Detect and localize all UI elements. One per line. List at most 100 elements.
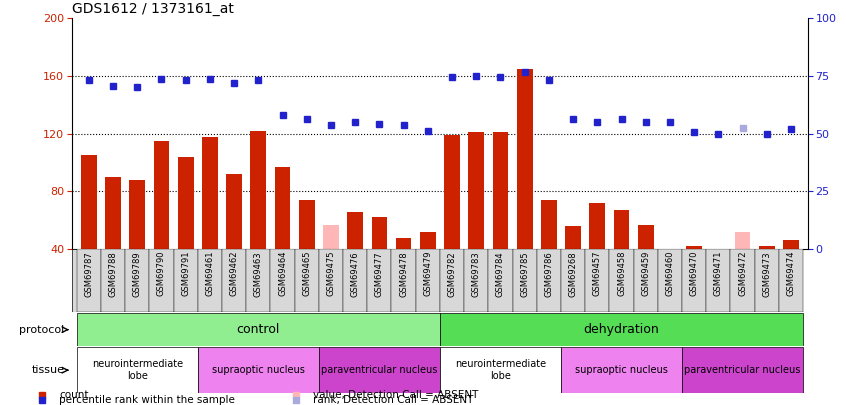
Bar: [299, 200, 315, 249]
Text: count: count: [59, 390, 89, 400]
FancyBboxPatch shape: [125, 249, 150, 312]
Text: GSM69464: GSM69464: [278, 251, 287, 296]
FancyBboxPatch shape: [150, 249, 173, 312]
FancyBboxPatch shape: [77, 347, 198, 393]
FancyBboxPatch shape: [101, 249, 125, 312]
FancyBboxPatch shape: [561, 249, 585, 312]
FancyBboxPatch shape: [415, 249, 440, 312]
Bar: [469, 132, 484, 249]
Bar: [613, 210, 629, 249]
Text: GSM69787: GSM69787: [85, 251, 93, 297]
Text: GSM69479: GSM69479: [423, 251, 432, 296]
Text: GSM69460: GSM69460: [666, 251, 674, 296]
Bar: [565, 226, 581, 249]
Text: GSM69791: GSM69791: [181, 251, 190, 296]
FancyBboxPatch shape: [755, 249, 779, 312]
Text: GSM69473: GSM69473: [762, 251, 772, 296]
Text: paraventricular nucleus: paraventricular nucleus: [321, 365, 437, 375]
FancyBboxPatch shape: [343, 249, 367, 312]
Bar: [371, 217, 387, 249]
Text: GSM69783: GSM69783: [472, 251, 481, 297]
Bar: [444, 135, 460, 249]
FancyBboxPatch shape: [72, 249, 799, 312]
Bar: [323, 224, 339, 249]
Text: GSM69462: GSM69462: [229, 251, 239, 296]
FancyBboxPatch shape: [585, 249, 609, 312]
Bar: [711, 249, 726, 255]
Text: GSM69788: GSM69788: [108, 251, 118, 297]
Text: GSM69268: GSM69268: [569, 251, 578, 296]
Bar: [202, 136, 217, 249]
Text: percentile rank within the sample: percentile rank within the sample: [59, 395, 235, 405]
FancyBboxPatch shape: [634, 249, 658, 312]
Bar: [420, 232, 436, 249]
Bar: [81, 155, 96, 249]
Text: GSM69786: GSM69786: [544, 251, 553, 297]
Text: GSM69458: GSM69458: [617, 251, 626, 296]
FancyBboxPatch shape: [222, 249, 246, 312]
FancyBboxPatch shape: [246, 249, 271, 312]
FancyBboxPatch shape: [319, 347, 440, 393]
FancyBboxPatch shape: [779, 249, 803, 312]
FancyBboxPatch shape: [536, 249, 561, 312]
Text: dehydration: dehydration: [584, 323, 659, 336]
FancyBboxPatch shape: [513, 249, 536, 312]
Bar: [275, 167, 290, 249]
Text: GSM69785: GSM69785: [520, 251, 529, 296]
FancyBboxPatch shape: [488, 249, 513, 312]
Text: GSM69459: GSM69459: [641, 251, 651, 296]
Text: GDS1612 / 1373161_at: GDS1612 / 1373161_at: [72, 2, 233, 16]
FancyBboxPatch shape: [464, 249, 488, 312]
Bar: [154, 141, 169, 249]
Text: GSM69465: GSM69465: [302, 251, 311, 296]
Text: GSM69461: GSM69461: [206, 251, 214, 296]
Text: supraoptic nucleus: supraoptic nucleus: [575, 365, 668, 375]
Bar: [759, 246, 775, 249]
Bar: [396, 237, 411, 249]
FancyBboxPatch shape: [173, 249, 198, 312]
Bar: [517, 69, 532, 249]
FancyBboxPatch shape: [294, 249, 319, 312]
FancyBboxPatch shape: [319, 249, 343, 312]
Bar: [590, 203, 605, 249]
FancyBboxPatch shape: [706, 249, 730, 312]
FancyBboxPatch shape: [682, 347, 803, 393]
Bar: [638, 224, 654, 249]
Bar: [734, 232, 750, 249]
Text: neurointermediate
lobe: neurointermediate lobe: [455, 359, 546, 381]
Text: protocol: protocol: [19, 325, 64, 335]
Text: paraventricular nucleus: paraventricular nucleus: [684, 365, 801, 375]
Text: GSM69789: GSM69789: [133, 251, 142, 296]
FancyBboxPatch shape: [77, 249, 101, 312]
Bar: [492, 132, 508, 249]
FancyBboxPatch shape: [730, 249, 755, 312]
Text: supraoptic nucleus: supraoptic nucleus: [212, 365, 305, 375]
Text: GSM69782: GSM69782: [448, 251, 457, 296]
Text: GSM69478: GSM69478: [399, 251, 408, 296]
Text: GSM69790: GSM69790: [157, 251, 166, 296]
FancyBboxPatch shape: [198, 249, 222, 312]
Bar: [348, 211, 363, 249]
Text: GSM69472: GSM69472: [738, 251, 747, 296]
Bar: [226, 174, 242, 249]
FancyBboxPatch shape: [658, 249, 682, 312]
Bar: [129, 180, 146, 249]
Bar: [541, 200, 557, 249]
Text: GSM69476: GSM69476: [351, 251, 360, 296]
Text: value, Detection Call = ABSENT: value, Detection Call = ABSENT: [313, 390, 478, 400]
Bar: [686, 246, 702, 249]
FancyBboxPatch shape: [682, 249, 706, 312]
Bar: [250, 131, 266, 249]
Text: GSM69457: GSM69457: [593, 251, 602, 296]
Text: GSM69463: GSM69463: [254, 251, 263, 296]
Bar: [105, 177, 121, 249]
Text: tissue: tissue: [31, 365, 64, 375]
Text: GSM69475: GSM69475: [327, 251, 336, 296]
Text: neurointermediate
lobe: neurointermediate lobe: [91, 359, 183, 381]
Text: GSM69470: GSM69470: [689, 251, 699, 296]
FancyBboxPatch shape: [198, 347, 319, 393]
FancyBboxPatch shape: [392, 249, 415, 312]
Text: GSM69474: GSM69474: [787, 251, 795, 296]
FancyBboxPatch shape: [561, 347, 682, 393]
FancyBboxPatch shape: [440, 313, 803, 346]
